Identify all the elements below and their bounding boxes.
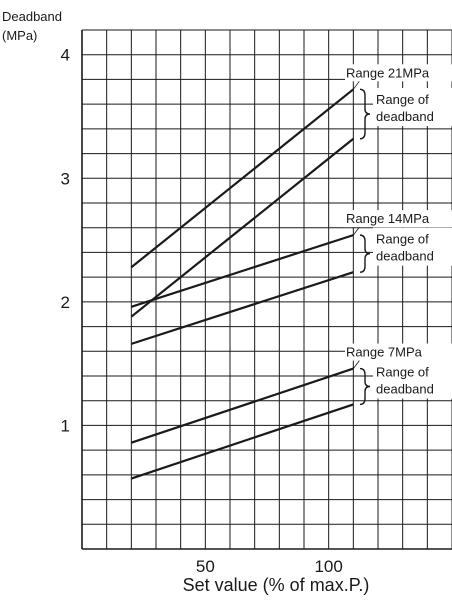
annotation-note-background: [373, 360, 452, 399]
series-line: [130, 234, 354, 308]
axes: [81, 30, 452, 550]
annotations: Range 21MPa Range of deadband Range 14MPa Ra…: [345, 64, 452, 406]
y-tick-label: 2: [61, 293, 70, 312]
y-axis-title-line-2: (MPa): [2, 28, 37, 43]
annotation-leader: [353, 360, 360, 369]
annotation-note-background: [373, 227, 452, 266]
annotation-title-background: [345, 343, 452, 361]
series-lines: [130, 88, 355, 480]
range-brace: [359, 367, 371, 406]
series-line: [130, 271, 354, 345]
range-brace: [359, 234, 371, 273]
y-tick-label: 4: [61, 46, 70, 65]
range-brace: [359, 88, 371, 140]
annotation-note-background: [373, 88, 452, 127]
series-line: [130, 137, 355, 318]
annotation-title: Range 14MPa: [346, 211, 430, 226]
x-tick-label: 100: [314, 557, 342, 576]
annotation-note: deadband: [376, 382, 434, 397]
y-tick-label: 3: [61, 169, 70, 188]
tick-labels: 50 100 1 2 3 4: [61, 46, 343, 576]
x-tick-label: 50: [196, 557, 215, 576]
annotation-title: Range 21MPa: [346, 65, 430, 80]
annotation-title-background: [345, 64, 452, 82]
annotation-note: deadband: [376, 109, 434, 124]
series-line: [130, 88, 355, 269]
annotation-note: Range of: [376, 232, 429, 247]
series-line: [130, 403, 354, 480]
annotation-note: Range of: [376, 92, 429, 107]
series-line: [130, 367, 354, 444]
annotation-note: deadband: [376, 249, 434, 264]
y-tick-label: 1: [61, 416, 70, 435]
annotation-note: Range of: [376, 365, 429, 380]
annotation-title-background: [345, 210, 452, 228]
x-axis-title: Set value (% of max.P.): [183, 575, 370, 595]
annotation-title: Range 7MPa: [346, 345, 423, 360]
annotation-leader: [353, 81, 360, 90]
y-axis-title-line-1: Deadband: [2, 9, 62, 24]
annotation-leader: [353, 226, 360, 236]
